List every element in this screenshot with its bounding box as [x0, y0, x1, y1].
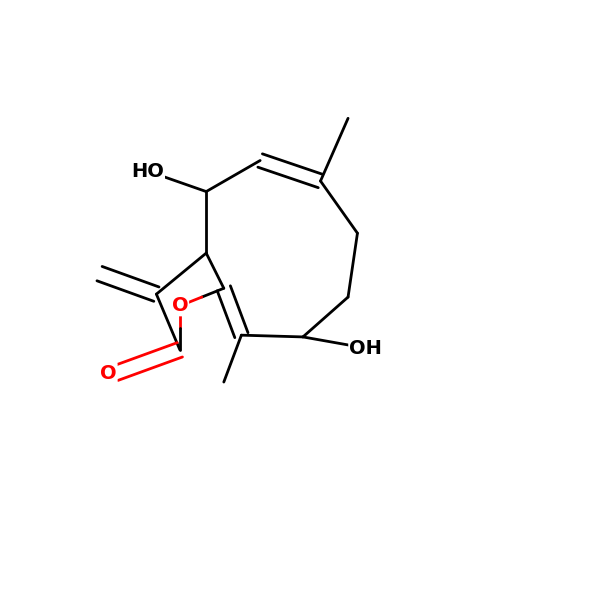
- Text: O: O: [100, 364, 116, 383]
- Text: HO: HO: [131, 161, 164, 181]
- Text: OH: OH: [349, 338, 382, 358]
- Text: O: O: [172, 296, 188, 316]
